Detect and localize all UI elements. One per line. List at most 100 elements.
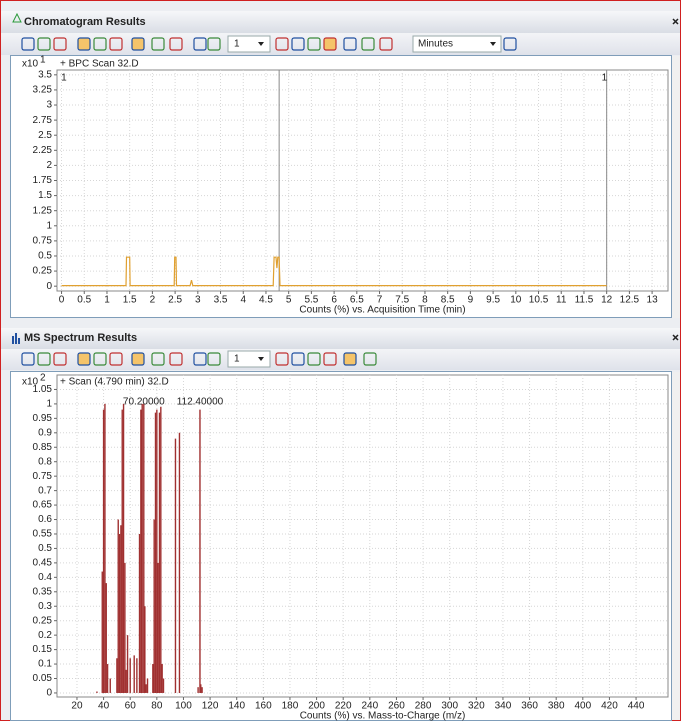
y-tick-label: 0.7 (38, 485, 52, 496)
toolbar-button[interactable] (131, 37, 145, 51)
x-tick-label: 60 (125, 701, 137, 712)
y-scale-exponent: 2 (40, 373, 46, 384)
scrollbar[interactable] (672, 56, 680, 318)
toolbar-button[interactable] (109, 37, 123, 51)
y-tick-label: 3.25 (33, 85, 53, 96)
x-tick-label: 180 (282, 701, 299, 712)
toolbar-button[interactable] (151, 37, 165, 51)
x-tick-label: 1.5 (123, 295, 137, 306)
title-bar (1, 328, 680, 349)
toolbar-button[interactable] (193, 352, 207, 366)
x-tick-label: 380 (548, 701, 565, 712)
toolbar-button[interactable] (343, 352, 357, 366)
x-tick-label: 100 (175, 701, 192, 712)
toolbar-button[interactable] (37, 37, 51, 51)
chart-subtitle: + Scan (4.790 min) 32.D (60, 377, 169, 388)
toolbar-button[interactable] (275, 37, 289, 51)
y-scale-exponent: 1 (40, 55, 46, 66)
toolbar-button[interactable] (343, 37, 357, 51)
y-tick-label: 0.8 (38, 456, 52, 467)
data-line (61, 256, 607, 287)
x-tick-label: 4 (240, 295, 246, 306)
y-tick-label: 0.75 (33, 236, 53, 247)
y-tick-label: 1.05 (33, 384, 53, 395)
plot-area (10, 371, 672, 721)
close-button[interactable] (672, 334, 679, 341)
toolbar-button[interactable] (361, 37, 375, 51)
y-tick-label: 0.95 (33, 413, 53, 424)
x-tick-label: 5.5 (304, 295, 318, 306)
x-tick-label: 6.5 (350, 295, 364, 306)
toolbar-button[interactable] (131, 352, 145, 366)
toolbar-button[interactable] (77, 352, 91, 366)
y-tick-label: 0.05 (33, 673, 53, 684)
y-tick-label: 0.2 (38, 630, 52, 641)
y-tick-label: 2.5 (38, 130, 52, 141)
x-tick-label: 220 (335, 701, 352, 712)
toolbar-button[interactable] (21, 37, 35, 51)
y-tick-label: 1 (46, 220, 52, 231)
toolbar-button[interactable] (291, 37, 305, 51)
toolbar-button[interactable] (379, 37, 393, 51)
toolbar-button[interactable] (323, 37, 337, 51)
y-tick-label: 0.55 (33, 529, 53, 540)
toolbar-button[interactable] (109, 352, 123, 366)
toolbar-button[interactable] (307, 37, 321, 51)
y-tick-label: 1.25 (33, 205, 53, 216)
toolbar-button[interactable] (503, 37, 517, 51)
x-tick-label: 7.5 (395, 295, 409, 306)
x-tick-label: 13 (647, 295, 659, 306)
toolbar-button[interactable] (363, 352, 377, 366)
count-dropdown[interactable] (227, 350, 271, 368)
x-tick-label: 11.5 (575, 295, 594, 306)
y-tick-label: 1.5 (38, 190, 52, 201)
toolbar-button[interactable] (93, 352, 107, 366)
toolbar-button[interactable] (275, 352, 289, 366)
toolbar-button[interactable] (53, 37, 67, 51)
x-tick-label: 3 (195, 295, 201, 306)
toolbar-button[interactable] (37, 352, 51, 366)
toolbar-button[interactable] (77, 37, 91, 51)
y-tick-label: 1 (46, 399, 52, 410)
plot-frame (56, 374, 669, 698)
x-tick-label: 7 (377, 295, 383, 306)
y-tick-label: 3 (46, 100, 52, 111)
toolbar-button[interactable] (307, 352, 321, 366)
toolbar-button[interactable] (207, 352, 221, 366)
x-tick-label: 6 (331, 295, 337, 306)
panel-title: MS Spectrum Results (24, 332, 137, 344)
toolbar-button[interactable] (193, 37, 207, 51)
y-tick-label: 2.75 (33, 115, 53, 126)
toolbar-button[interactable] (93, 37, 107, 51)
toolbar-button[interactable] (323, 352, 337, 366)
x-tick-label: 280 (415, 701, 432, 712)
x-tick-label: 360 (521, 701, 538, 712)
units-dropdown[interactable] (412, 35, 502, 53)
scrollbar[interactable] (672, 372, 680, 720)
toolbar-button[interactable] (151, 352, 165, 366)
x-axis-label: Counts (%) vs. Acquisition Time (min) (299, 305, 465, 316)
marker-label: 1 (61, 73, 67, 84)
x-tick-label: 0.5 (77, 295, 91, 306)
x-tick-label: 9.5 (486, 295, 500, 306)
count-dropdown[interactable] (227, 35, 271, 53)
y-tick-label: 0.6 (38, 514, 52, 525)
x-tick-label: 8.5 (441, 295, 455, 306)
toolbar-button[interactable] (169, 37, 183, 51)
x-tick-label: 120 (202, 701, 219, 712)
close-button[interactable] (672, 18, 679, 25)
x-tick-label: 10 (510, 295, 522, 306)
count-value: 1 (234, 354, 240, 365)
y-tick-label: 0.65 (33, 500, 53, 511)
y-tick-label: 0.85 (33, 442, 53, 453)
toolbar-button[interactable] (291, 352, 305, 366)
toolbar-button[interactable] (169, 352, 183, 366)
peak-label: 70.20000 (123, 397, 165, 408)
toolbar-button[interactable] (21, 352, 35, 366)
toolbar-button[interactable] (207, 37, 221, 51)
toolbar-button[interactable] (53, 352, 67, 366)
y-scale: x10 (22, 377, 39, 388)
x-tick-label: 9 (468, 295, 474, 306)
x-tick-label: 2.5 (168, 295, 182, 306)
